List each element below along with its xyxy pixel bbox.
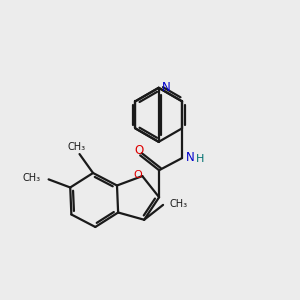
Text: H: H (196, 154, 205, 164)
Text: N: N (162, 81, 171, 94)
Text: O: O (134, 144, 143, 157)
Text: CH₃: CH₃ (68, 142, 86, 152)
Text: O: O (133, 170, 142, 180)
Text: CH₃: CH₃ (170, 199, 188, 208)
Text: N: N (186, 151, 194, 164)
Text: CH₃: CH₃ (22, 173, 40, 183)
